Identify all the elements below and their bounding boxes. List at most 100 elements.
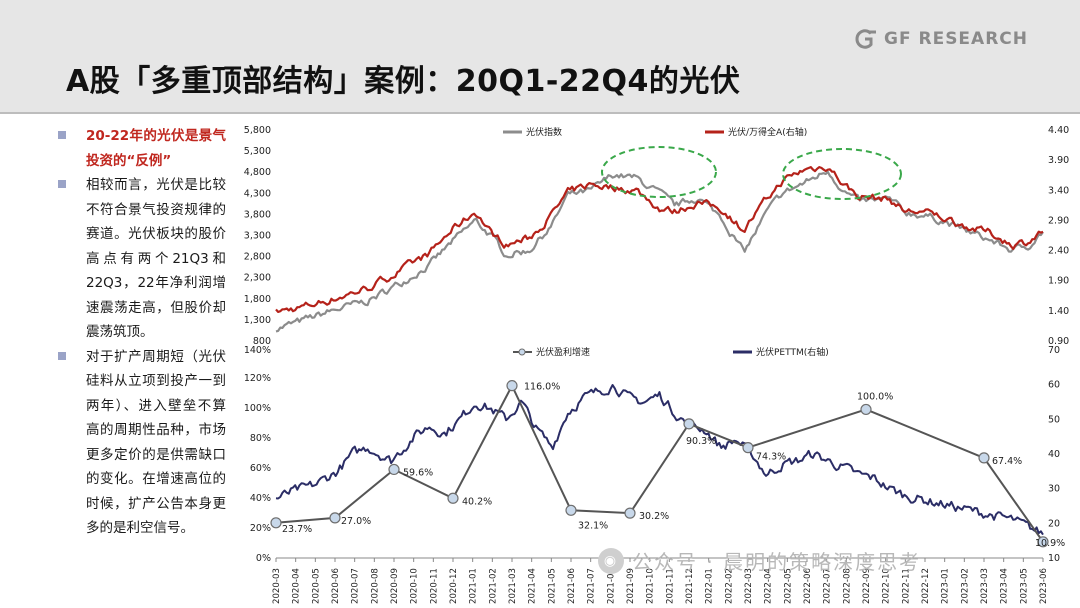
- logo-text: GF RESEARCH: [884, 29, 1028, 49]
- profit-growth-marker: [506, 380, 518, 392]
- profit-growth-marker: [329, 512, 341, 524]
- profit-growth-marker: [388, 463, 400, 476]
- top-left-tick-label: 1,800: [244, 294, 271, 305]
- top-left-tick-label: 5,800: [244, 125, 271, 136]
- top-right-tick-label: 2.40: [1048, 246, 1069, 257]
- x-axis-tick-label: 2020-04: [292, 568, 302, 604]
- x-axis-tick-label: 2021-11: [665, 568, 675, 604]
- profit-growth-marker: [742, 442, 754, 454]
- x-axis-tick-label: 2022-08: [842, 568, 852, 604]
- bullet-text-2: 相较而言，光伏是比较不符合景气投资规律的赛道。光伏板块的股价高点有两个21Q3和…: [86, 177, 226, 340]
- bottom-left-tick-label: 100%: [244, 403, 271, 414]
- bottom-left-tick-label: 20%: [250, 523, 271, 534]
- x-axis-tick-label: 2020-12: [449, 568, 459, 604]
- top-right-tick-label: 2.90: [1048, 215, 1069, 226]
- profit-growth-marker: [1037, 536, 1049, 548]
- series-pv-profit-growth-line: [275, 383, 1044, 543]
- x-axis-tick-label: 2021-07: [587, 568, 597, 604]
- x-axis-tick-label: 2023-03: [980, 568, 990, 604]
- wechat-icon: ◉: [598, 547, 624, 574]
- x-axis-tick-label: 2021-04: [528, 568, 538, 604]
- x-axis-tick-label: 2022-09: [862, 568, 872, 604]
- x-axis-tick-label: 2023-01: [941, 568, 951, 604]
- bullet-text-1: 20-22年的光伏是景气投资的“反例”: [86, 128, 226, 169]
- bottom-right-tick-label: 50: [1048, 414, 1060, 425]
- x-axis-tick-label: 2021-10: [646, 568, 656, 604]
- profit-growth-data-label: 30.2%: [639, 511, 669, 522]
- x-axis-tick-label: 2021-02: [488, 568, 498, 604]
- x-axis-tick-label: 2023-06: [1039, 568, 1049, 604]
- top-right-tick-label: 1.90: [1048, 276, 1069, 287]
- bullet-text-3: 对于扩产周期短（光伏硅料从立项到投产一到两年）、进入壁垒不算高的周期性品种，市场…: [86, 348, 226, 537]
- profit-growth-marker: [270, 517, 282, 529]
- x-axis-tick-label: 2020-06: [331, 568, 341, 604]
- bottom-right-tick-label: 30: [1048, 484, 1060, 495]
- watermark: ◉ 公众号 · 晨明的策略深度思考: [598, 546, 921, 575]
- bullet-point-1: 20-22年的光伏是景气投资的“反例”: [58, 124, 226, 173]
- x-axis-tick-label: 2021-03: [508, 568, 518, 604]
- legend-label-pv-index: 光伏指数: [526, 126, 562, 138]
- bottom-left-tick-label: 0%: [256, 553, 271, 564]
- top-left-tick-label: 5,300: [244, 146, 271, 157]
- profit-growth-data-label: 40.2%: [462, 496, 492, 507]
- bottom-right-tick-label: 60: [1048, 380, 1060, 391]
- top-left-tick-label: 2,300: [244, 273, 271, 284]
- bullet-marker-1: [58, 131, 66, 139]
- x-axis-tick-label: 2020-05: [311, 568, 321, 604]
- top-highlight-ellipse-2022q3: [782, 148, 902, 200]
- top-left-tick-label: 2,800: [244, 252, 271, 263]
- x-axis-tick-label: 2022-01: [705, 568, 715, 604]
- profit-growth-marker: [860, 403, 872, 416]
- x-axis-tick-label: 2022-11: [901, 568, 911, 604]
- bottom-right-tick-label: 20: [1048, 518, 1060, 529]
- profit-growth-data-label: 90.3%: [686, 436, 716, 447]
- x-axis-tick-label: 2022-12: [921, 568, 931, 604]
- profit-growth-data-label: 100.0%: [857, 391, 893, 402]
- bullet-point-2: 相较而言，光伏是比较不符合景气投资规律的赛道。光伏板块的股价高点有两个21Q3和…: [58, 173, 226, 345]
- bullet-marker-2: [58, 180, 66, 188]
- profit-growth-marker: [683, 418, 695, 430]
- x-axis-tick-label: 2020-09: [390, 568, 400, 604]
- bullet-point-3: 对于扩产周期短（光伏硅料从立项到投产一到两年）、进入壁垒不算高的周期性品种，市场…: [58, 345, 226, 541]
- x-axis-tick-label: 2023-04: [1000, 568, 1010, 604]
- photovoltaic-charts: 5,800 5,300 4,800 4,300 3,800 3,300 2,800 2,300…: [244, 125, 1069, 604]
- x-axis-tick-label: 2022-03: [744, 568, 754, 604]
- header-divider: [0, 112, 1080, 114]
- bottom-right-tick-label: 40: [1048, 449, 1060, 460]
- x-axis-tick-label: 2021-06: [567, 568, 577, 604]
- profit-growth-marker: [978, 452, 990, 464]
- profit-growth-data-label: 116.0%: [524, 382, 560, 393]
- series-pv-index-line: [275, 170, 1044, 333]
- top-right-tick-label: 0.90: [1048, 336, 1069, 347]
- top-left-tick-label: 4,300: [244, 188, 271, 199]
- top-right-tick-label: 1.40: [1048, 306, 1069, 317]
- watermark-text: 公众号 · 晨明的策略深度思考: [632, 550, 922, 574]
- top-right-tick-label: 4.40: [1048, 125, 1069, 136]
- profit-growth-marker: [624, 507, 636, 519]
- x-axis-tick-label: 2022-04: [764, 568, 774, 604]
- top-right-tick-label: 3.40: [1048, 185, 1069, 196]
- profit-growth-data-label: 32.1%: [578, 520, 608, 531]
- profit-growth-data-label: 67.4%: [992, 456, 1022, 467]
- x-axis-tick-label: 2020-10: [410, 568, 420, 604]
- x-axis-tick-label: 2020-07: [351, 568, 361, 604]
- gf-logo-icon: [854, 28, 878, 50]
- x-axis-tick-label: 2023-02: [960, 568, 970, 604]
- bottom-left-tick-label: 40%: [250, 493, 271, 504]
- top-left-tick-label: 3,300: [244, 231, 271, 242]
- profit-growth-data-label: 10.9%: [1035, 538, 1065, 549]
- x-axis-tick-label: 2022-10: [882, 568, 892, 604]
- profit-growth-data-label: 74.3%: [756, 452, 786, 463]
- x-axis-tick-label: 2023-05: [1019, 568, 1029, 604]
- page-title: A股「多重顶部结构」案例：20Q1-22Q4的光伏: [66, 64, 741, 99]
- bullet-marker-3: [58, 351, 66, 360]
- legend-marker-profit-growth: [518, 348, 526, 356]
- bottom-left-tick-label: 80%: [250, 433, 271, 444]
- legend-label-profit-growth: 光伏盈利增速: [536, 346, 590, 358]
- bottom-left-tick-label: 120%: [244, 373, 271, 384]
- legend-label-pv-relative: 光伏/万得全A(右轴): [728, 126, 807, 138]
- x-axis-tick-label: 2022-05: [783, 568, 793, 604]
- x-axis-tick-label: 2020-08: [370, 568, 380, 604]
- x-axis-tick-label: 2020-11: [429, 568, 439, 604]
- x-axis-tick-label: 2022-07: [823, 568, 833, 604]
